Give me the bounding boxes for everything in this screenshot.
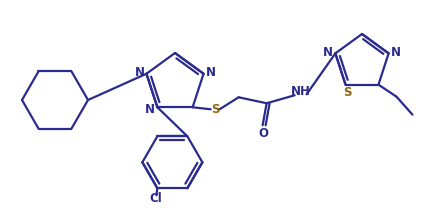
Text: NH: NH (290, 85, 310, 98)
Text: S: S (342, 86, 351, 99)
Text: N: N (145, 103, 155, 116)
Text: N: N (205, 66, 215, 79)
Text: S: S (211, 103, 219, 116)
Text: O: O (258, 127, 268, 140)
Text: Cl: Cl (149, 192, 161, 205)
Text: N: N (134, 66, 144, 79)
Text: N: N (322, 46, 332, 59)
Text: N: N (390, 46, 400, 59)
